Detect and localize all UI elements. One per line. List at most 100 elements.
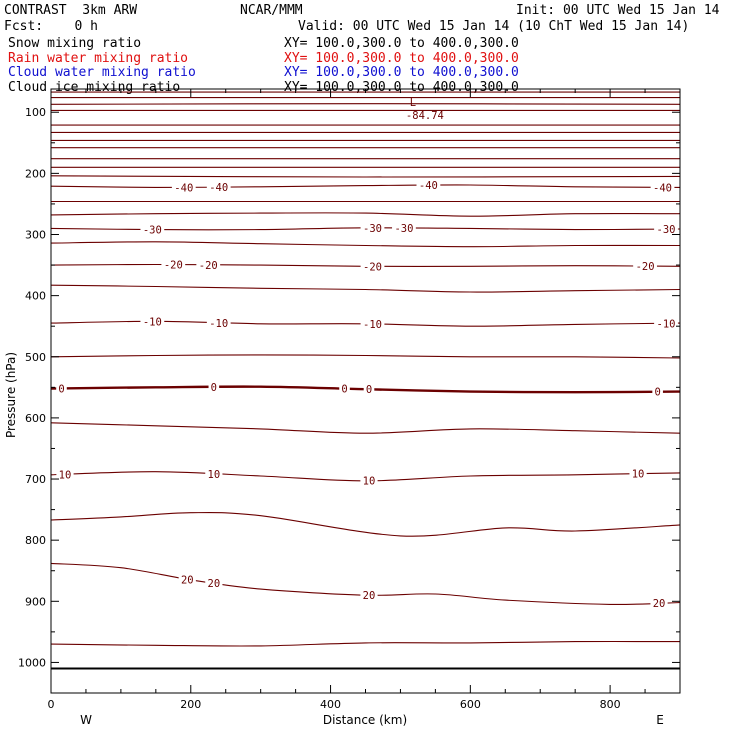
contour-label-bg [652, 385, 663, 398]
contour-line [50, 184, 681, 188]
contour-label: 0 [211, 382, 217, 394]
contour-label-bg [339, 382, 350, 395]
contour-label: 20 [363, 590, 376, 602]
contour-label-bg [171, 181, 196, 194]
init-time: Init: 00 UTC Wed 15 Jan 14 [516, 3, 720, 18]
axis-ticks: 0 200 400 600 800100200300400500600700800900… [18, 89, 680, 711]
contour-label-bg [360, 221, 385, 234]
contour-label: -40 [419, 180, 438, 192]
x-axis-label: Distance (km) [323, 713, 407, 727]
contour-label-bg [654, 223, 678, 236]
y-tick-label: 800 [25, 534, 46, 547]
contour-label: 20 [653, 598, 666, 610]
contour-label: -20 [636, 261, 655, 273]
contour-label: 0 [341, 384, 347, 396]
contour-label-bg [416, 179, 441, 192]
contour-line [50, 284, 681, 293]
contour-label-bg [208, 380, 220, 393]
y-tick-label: 1000 [18, 656, 46, 669]
contour-label-bg [178, 573, 196, 586]
field-name-cloud-ice: Cloud ice mixing ratio [8, 80, 181, 95]
contour-label: -30 [657, 224, 676, 236]
x-tick-label: 0 [48, 698, 55, 711]
contour-label-bg [205, 468, 223, 481]
contour-label: 10 [59, 469, 72, 481]
contour-line [50, 422, 681, 434]
contour-line [50, 103, 681, 105]
contour-label-bg [360, 317, 385, 330]
model-title: CONTRAST 3km ARW [4, 3, 138, 18]
contour-label: -20 [164, 260, 183, 272]
contour-label-bg [205, 576, 223, 589]
contour-label: 0 [366, 384, 372, 396]
contour-label-bg [360, 474, 378, 487]
contour-labels: -40 -40 -40 -40 -30 -30 -30 -30 -20 -20 -20 -20 -10 -… [56, 179, 678, 610]
contour-label: 0 [58, 383, 64, 395]
field-name-cloud-water: Cloud water mixing ratio [8, 65, 196, 80]
contour-label-bg [360, 260, 385, 273]
contour-label-bg [196, 258, 221, 271]
contour-line [50, 212, 681, 217]
contour-label-bg [140, 223, 165, 236]
contour-label: 0 [654, 387, 660, 399]
contour-label-bg [56, 468, 74, 481]
contour-label: 20 [181, 574, 194, 586]
contour-line [50, 175, 681, 178]
contour-label: -10 [363, 319, 382, 331]
contour-label: 20 [208, 578, 221, 590]
contour-label-bg [629, 467, 647, 480]
x-tick-label: 200 [180, 698, 201, 711]
contour-label: 10 [632, 469, 645, 481]
contour-label-bg [633, 260, 657, 273]
field-name-rain: Rain water mixing ratio [8, 51, 189, 66]
contour-label: -20 [363, 261, 382, 273]
contour-label: -20 [199, 260, 218, 272]
contour-label-bg [206, 181, 231, 194]
y-tick-label: 600 [25, 412, 46, 425]
west-label: W [80, 713, 92, 727]
low-marker-symbol: L [410, 97, 416, 109]
y-tick-label: 300 [25, 228, 46, 241]
contour-label-bg [360, 589, 378, 602]
contour-label-bg [363, 383, 375, 396]
x-tick-label: 800 [600, 698, 621, 711]
contour-label: -40 [174, 182, 193, 194]
field-xy-rain: XY= 100.0,300.0 to 400.0,300.0 [284, 51, 519, 66]
field-xy-snow: XY= 100.0,300.0 to 400.0,300.0 [284, 36, 519, 51]
contour-label-bg [650, 181, 675, 194]
contour-label: -10 [143, 316, 162, 328]
contour-label: -10 [209, 318, 228, 330]
y-tick-label: 500 [25, 351, 46, 364]
organization-label: NCAR/MMM [240, 3, 303, 18]
y-tick-label: 900 [25, 595, 46, 608]
y-axis-label: Pressure (hPa) [4, 352, 18, 438]
contour-line [50, 640, 681, 647]
y-tick-label: 700 [25, 473, 46, 486]
valid-time: Valid: 00 UTC Wed 15 Jan 14 (10 ChT Wed … [298, 19, 690, 34]
contour-label-bg [56, 382, 67, 395]
east-label: E [656, 713, 664, 727]
contour-line [50, 511, 681, 537]
contour-label: -40 [653, 182, 672, 194]
contour-label-bg [392, 221, 416, 234]
forecast-hour: Fcst: 0 h [4, 19, 98, 34]
low-marker-value: -84.74 [406, 110, 444, 122]
x-tick-label: 600 [460, 698, 481, 711]
contour-label-bg [654, 317, 678, 330]
field-xy-cloud-water: XY= 100.0,300.0 to 400.0,300.0 [284, 65, 519, 80]
y-tick-label: 200 [25, 167, 46, 180]
y-tick-label: 100 [25, 106, 46, 119]
contour-label-bg [650, 597, 668, 610]
contour-lines [50, 91, 681, 647]
contour-label-bg [206, 316, 231, 329]
contour-label: 10 [208, 469, 221, 481]
contour-line [50, 241, 681, 248]
field-name-snow: Snow mixing ratio [8, 36, 142, 51]
contour-label: -30 [143, 225, 162, 237]
contour-label: -30 [363, 223, 382, 235]
field-xy-cloud-ice: XY= 100.0,300.0 to 400.0,300.0 [284, 80, 519, 95]
y-tick-label: 400 [25, 290, 46, 303]
contour-label-bg [161, 258, 186, 271]
contour-label-bg [140, 315, 165, 328]
